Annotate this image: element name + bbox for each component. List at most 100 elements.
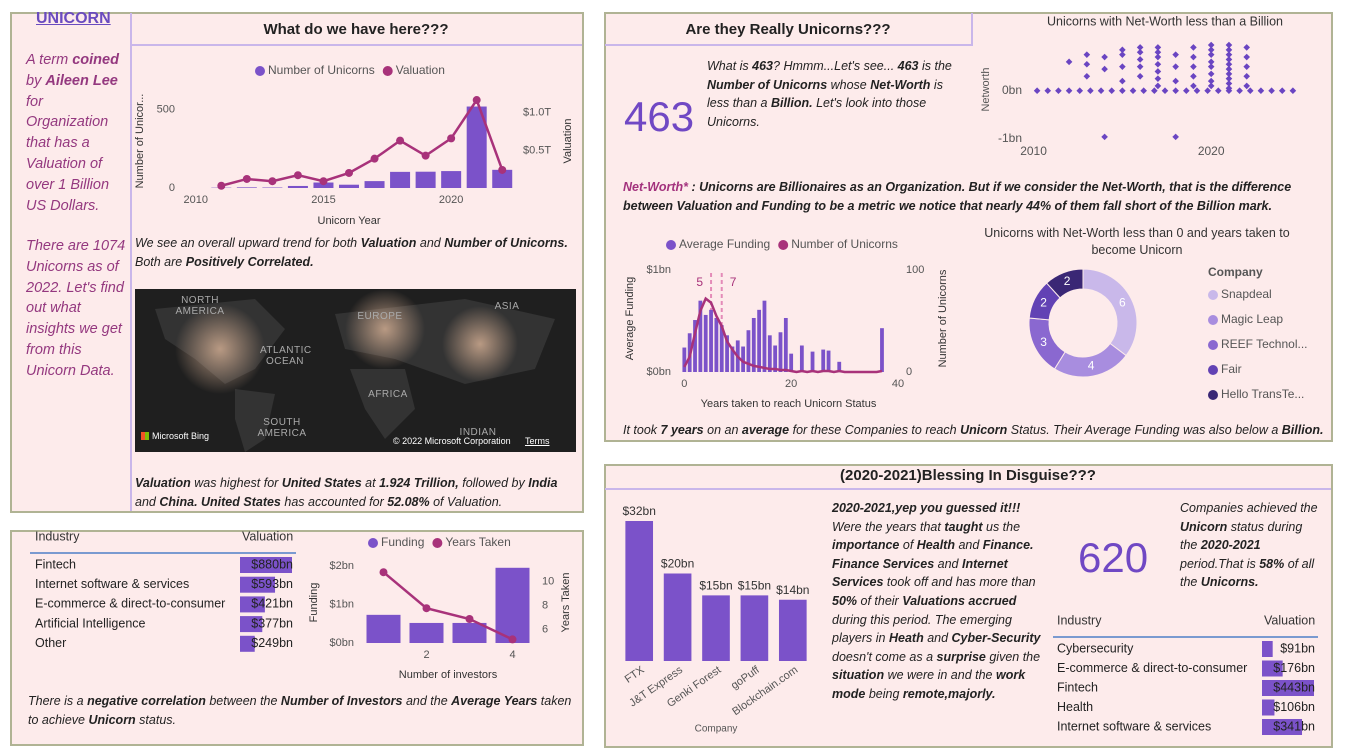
text-run: Net-Worth*: [623, 180, 689, 194]
text-run: between the: [205, 694, 281, 708]
point: [1190, 53, 1197, 61]
reference-label: 7: [730, 275, 737, 289]
data-bar: [1262, 641, 1273, 657]
bar: [746, 330, 751, 372]
text-run: work mode: [832, 668, 1026, 701]
bar: [714, 317, 719, 372]
bar: [415, 171, 436, 188]
row-value: $593bn: [251, 577, 293, 591]
text-run: Number of Investors: [280, 694, 403, 708]
text-run: Billion.: [770, 96, 813, 111]
text-run: 1.924 Trillion,: [379, 476, 459, 490]
point: [1225, 56, 1233, 63]
text-run: took off and has more than: [883, 575, 1036, 590]
text-run: Number of Unicorns: [707, 77, 828, 92]
map: Microsoft Bing © 2022 Microsoft Corporat…: [135, 289, 576, 452]
legend-label: Valuation: [396, 63, 445, 77]
text-run: period.That is: [1180, 556, 1260, 571]
text-run: Internet Services: [832, 556, 1008, 590]
y-axis-title: Number of Unicor...: [134, 94, 146, 189]
line-point: [508, 635, 517, 644]
point: [1129, 87, 1137, 95]
text-run: 7 years: [660, 423, 704, 437]
x-tick-label: 2020: [1198, 144, 1225, 158]
row-value: $421bn: [251, 597, 293, 611]
point: [1065, 87, 1073, 95]
point: [1154, 53, 1162, 61]
y-tick-label: $0bn: [647, 366, 671, 378]
line-point: [370, 154, 379, 163]
y2-tick-label: 10: [542, 576, 554, 588]
text-run: Aileen Lee: [45, 72, 118, 89]
point: [1119, 51, 1126, 58]
text-run: It took: [623, 423, 661, 437]
point: [1246, 87, 1254, 95]
text-run: and: [416, 236, 445, 250]
text-run: United States: [281, 476, 362, 490]
point: [1278, 87, 1286, 95]
text-run: 50%: [832, 593, 858, 608]
line: [220, 97, 504, 187]
legend-label: Average Funding: [679, 237, 770, 251]
row-label: Cybersecurity: [1057, 641, 1134, 655]
text-run: China. United States: [159, 494, 281, 509]
y2-tick-label: $1.0T: [523, 107, 551, 119]
row-label: E-commerce & direct-to-consumer: [35, 597, 225, 611]
data-bar: [240, 635, 255, 652]
bar: [663, 573, 692, 661]
bar: [625, 521, 654, 661]
chart-title: Unicorns with Net-Worth less than a Bill…: [1047, 14, 1283, 28]
x-axis-title: Number of investors: [399, 669, 498, 681]
bar: [287, 185, 308, 188]
point: [1236, 87, 1243, 95]
point: [1101, 53, 1108, 61]
point: [1207, 58, 1215, 66]
y2-tick-label: $0.5T: [523, 144, 551, 156]
text-run: Number of Unicorns.: [444, 236, 568, 250]
text-run: followed by: [458, 476, 529, 490]
y-tick-label: 0bn: [1002, 83, 1022, 97]
map-terms[interactable]: Terms: [525, 436, 550, 446]
data-bar: [1262, 719, 1303, 735]
point: [1243, 53, 1251, 61]
x-tick-label: 2: [423, 649, 429, 661]
panel-title: Are they Really Unicorns???: [605, 13, 973, 46]
legend-swatch: [1208, 290, 1218, 300]
map-label: EUROPE: [357, 311, 403, 322]
point: [1136, 44, 1144, 51]
point: [1097, 87, 1105, 95]
kpi: 463: [624, 93, 695, 140]
text-run: being: [865, 686, 903, 701]
text-run: importance: [832, 538, 900, 553]
text-run: Average Years: [451, 694, 538, 708]
point: [1207, 46, 1215, 54]
line-point: [319, 177, 328, 186]
text-run: 2020-2021: [1200, 538, 1261, 553]
bar: [452, 622, 487, 643]
text-run: during this period. The emerging players…: [832, 612, 1012, 646]
y2-tick-label: 6: [542, 624, 548, 636]
point: [1257, 87, 1265, 95]
text-run: has accounted for: [280, 494, 388, 509]
text-run: by: [26, 72, 46, 89]
y2-axis-title: Valuation: [562, 118, 574, 163]
value-label: $15bn: [738, 579, 771, 593]
column-header: Industry: [1057, 613, 1102, 627]
map-label: SOUTH AMERICA: [257, 417, 307, 439]
point: [1243, 63, 1251, 70]
bar: [778, 599, 807, 661]
bar: [236, 187, 257, 188]
text-run: Health: [916, 538, 955, 553]
point: [1183, 87, 1190, 95]
text-run: : Unicorns are Billionaires as an Organi…: [623, 180, 1292, 213]
point: [1119, 63, 1126, 70]
kpi-note: What is 463? Hmmm...Let's see... 463 is …: [707, 57, 959, 131]
legend-label: Fair: [1221, 362, 1242, 376]
point: [1225, 70, 1233, 78]
legend-swatch: [368, 538, 378, 548]
column-header: Industry: [35, 529, 80, 543]
brand: UNICORN: [36, 10, 111, 27]
point: [1136, 63, 1144, 70]
line-point: [379, 568, 388, 577]
y-axis-title: Networth: [980, 67, 992, 111]
